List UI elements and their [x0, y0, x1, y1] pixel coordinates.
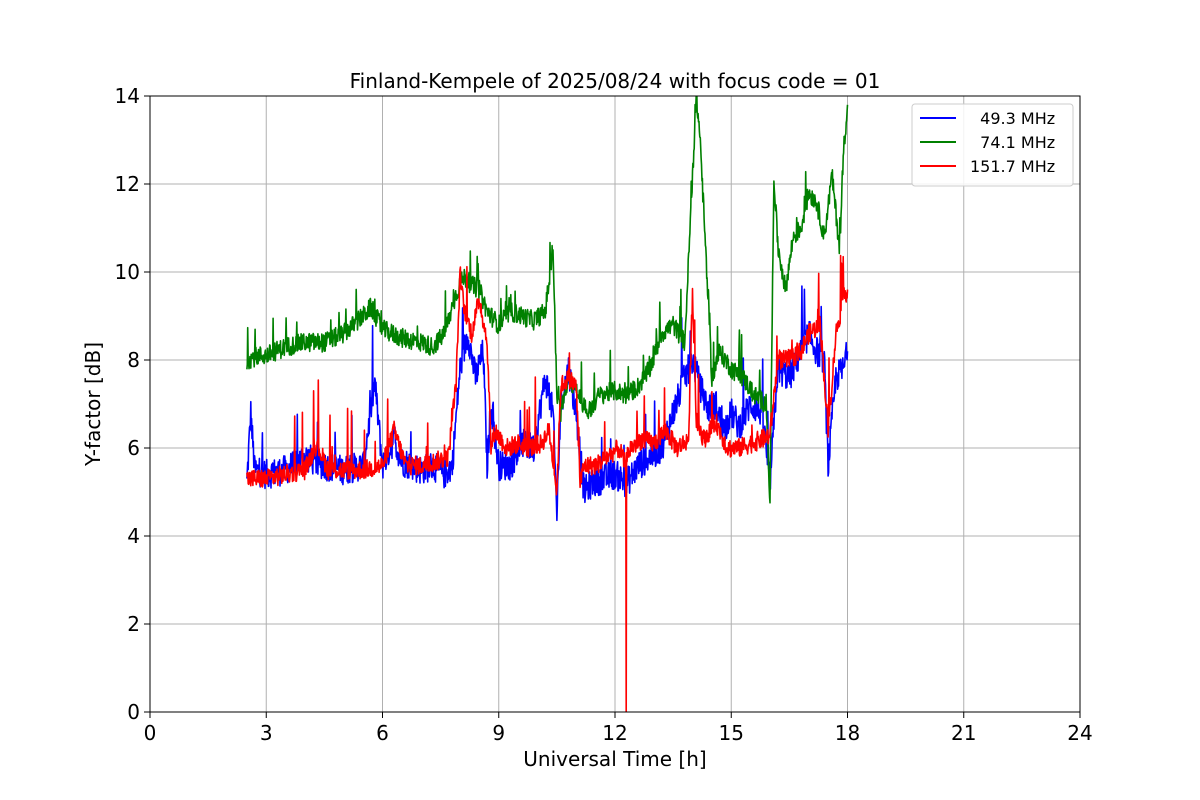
y-tick-label: 10 [115, 260, 140, 284]
y-tick-label: 2 [127, 612, 140, 636]
chart-title: Finland-Kempele of 2025/08/24 with focus… [350, 69, 881, 93]
legend: 49.3 MHz 74.1 MHz 151.7 MHz [911, 103, 1074, 187]
y-tick-label: 14 [115, 84, 140, 108]
x-tick-label: 6 [376, 721, 389, 745]
legend-label: 74.1 MHz [970, 133, 1055, 152]
y-tick-label: 4 [127, 524, 140, 548]
x-tick-label: 24 [1067, 721, 1092, 745]
y-tick-label: 0 [127, 700, 140, 724]
y-tick-label: 8 [127, 348, 140, 372]
x-tick-label: 0 [144, 721, 157, 745]
x-tick-label: 18 [835, 721, 860, 745]
legend-label: 49.3 MHz [970, 109, 1055, 128]
series-line-3 [246, 254, 849, 712]
series-layer [246, 96, 849, 712]
x-axis-label: Universal Time [h] [523, 747, 706, 771]
x-tick-label: 3 [260, 721, 273, 745]
y-axis-label: Y-factor [dB] [81, 342, 105, 467]
x-tick-label: 21 [951, 721, 976, 745]
x-tick-label: 15 [719, 721, 744, 745]
series-line-1 [246, 285, 849, 522]
series-line-2 [246, 96, 849, 504]
y-tick-label: 12 [115, 172, 140, 196]
y-tick-label: 6 [127, 436, 140, 460]
x-tick-label: 12 [602, 721, 627, 745]
legend-label: 151.7 MHz [970, 157, 1055, 176]
x-tick-label: 9 [492, 721, 505, 745]
